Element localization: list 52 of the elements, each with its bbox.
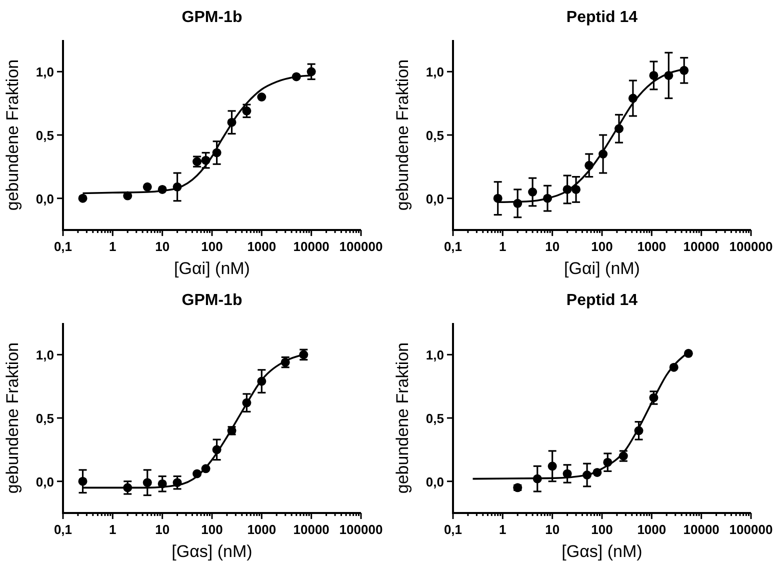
x-tick-label: 1000	[247, 522, 276, 537]
x-axis-title: [Gαi] (nM)	[174, 259, 250, 278]
chart-title: Peptid 14	[566, 292, 638, 309]
x-axis-title: [Gαs] (nM)	[172, 542, 252, 561]
x-tick-label: 100	[591, 522, 613, 537]
x-tick-label: 10	[545, 522, 560, 537]
x-tick-label: 100000	[729, 239, 773, 254]
y-tick-label: 0,5	[36, 411, 54, 426]
x-tick-label: 1000	[637, 522, 666, 537]
y-tick-label: 0,5	[426, 411, 444, 426]
y-tick-label: 0,0	[36, 474, 54, 490]
x-tick-label: 10	[545, 239, 560, 254]
x-tick-label: 1	[109, 239, 116, 254]
x-tick-label: 100	[201, 522, 223, 537]
y-tick-label: 0,5	[36, 128, 54, 143]
x-tick-label: 10000	[293, 522, 330, 537]
x-tick-label: 100000	[339, 522, 383, 537]
x-tick-label: 100	[591, 239, 613, 254]
x-tick-label: 1	[499, 522, 506, 537]
y-axis-title: gebundene Fraktion	[393, 342, 412, 494]
x-tick-label: 1000	[637, 239, 666, 254]
x-tick-label: 0,1	[54, 522, 72, 537]
x-tick-label: 10000	[683, 239, 720, 254]
x-tick-label: 10000	[293, 239, 330, 254]
x-axis-title: [Gαi] (nM)	[564, 259, 640, 278]
x-axis-title: [Gαs] (nM)	[562, 542, 642, 561]
y-tick-label: 0,0	[426, 474, 444, 490]
y-tick-label: 0,0	[426, 191, 444, 206]
y-tick-label: 1,0	[36, 64, 54, 80]
chart-title: Peptid 14	[566, 9, 638, 26]
y-tick-label: 0,5	[426, 128, 444, 143]
x-tick-label: 100	[201, 239, 223, 254]
x-tick-label: 1	[499, 239, 506, 254]
x-tick-label: 1000	[247, 239, 276, 254]
y-tick-label: 1,0	[36, 348, 54, 363]
y-tick-label: 1,0	[426, 64, 444, 80]
y-axis-title: gebundene Fraktion	[3, 59, 22, 211]
chart-title: GPM-1b	[182, 9, 242, 26]
x-tick-label: 0,1	[54, 239, 72, 254]
x-tick-label: 0,1	[444, 522, 462, 537]
y-axis-title: gebundene Fraktion	[3, 342, 22, 494]
y-tick-label: 1,0	[426, 348, 444, 363]
chart-title: GPM-1b	[182, 292, 242, 309]
x-tick-label: 100000	[339, 239, 383, 254]
x-tick-label: 100000	[729, 522, 773, 537]
x-tick-label: 10	[155, 522, 170, 537]
x-tick-label: 0,1	[444, 239, 462, 254]
x-tick-label: 10000	[683, 522, 720, 537]
x-tick-label: 10	[155, 239, 170, 254]
y-axis-title: gebundene Fraktion	[393, 59, 412, 211]
x-tick-label: 1	[109, 522, 116, 537]
y-tick-label: 0,0	[36, 191, 54, 206]
